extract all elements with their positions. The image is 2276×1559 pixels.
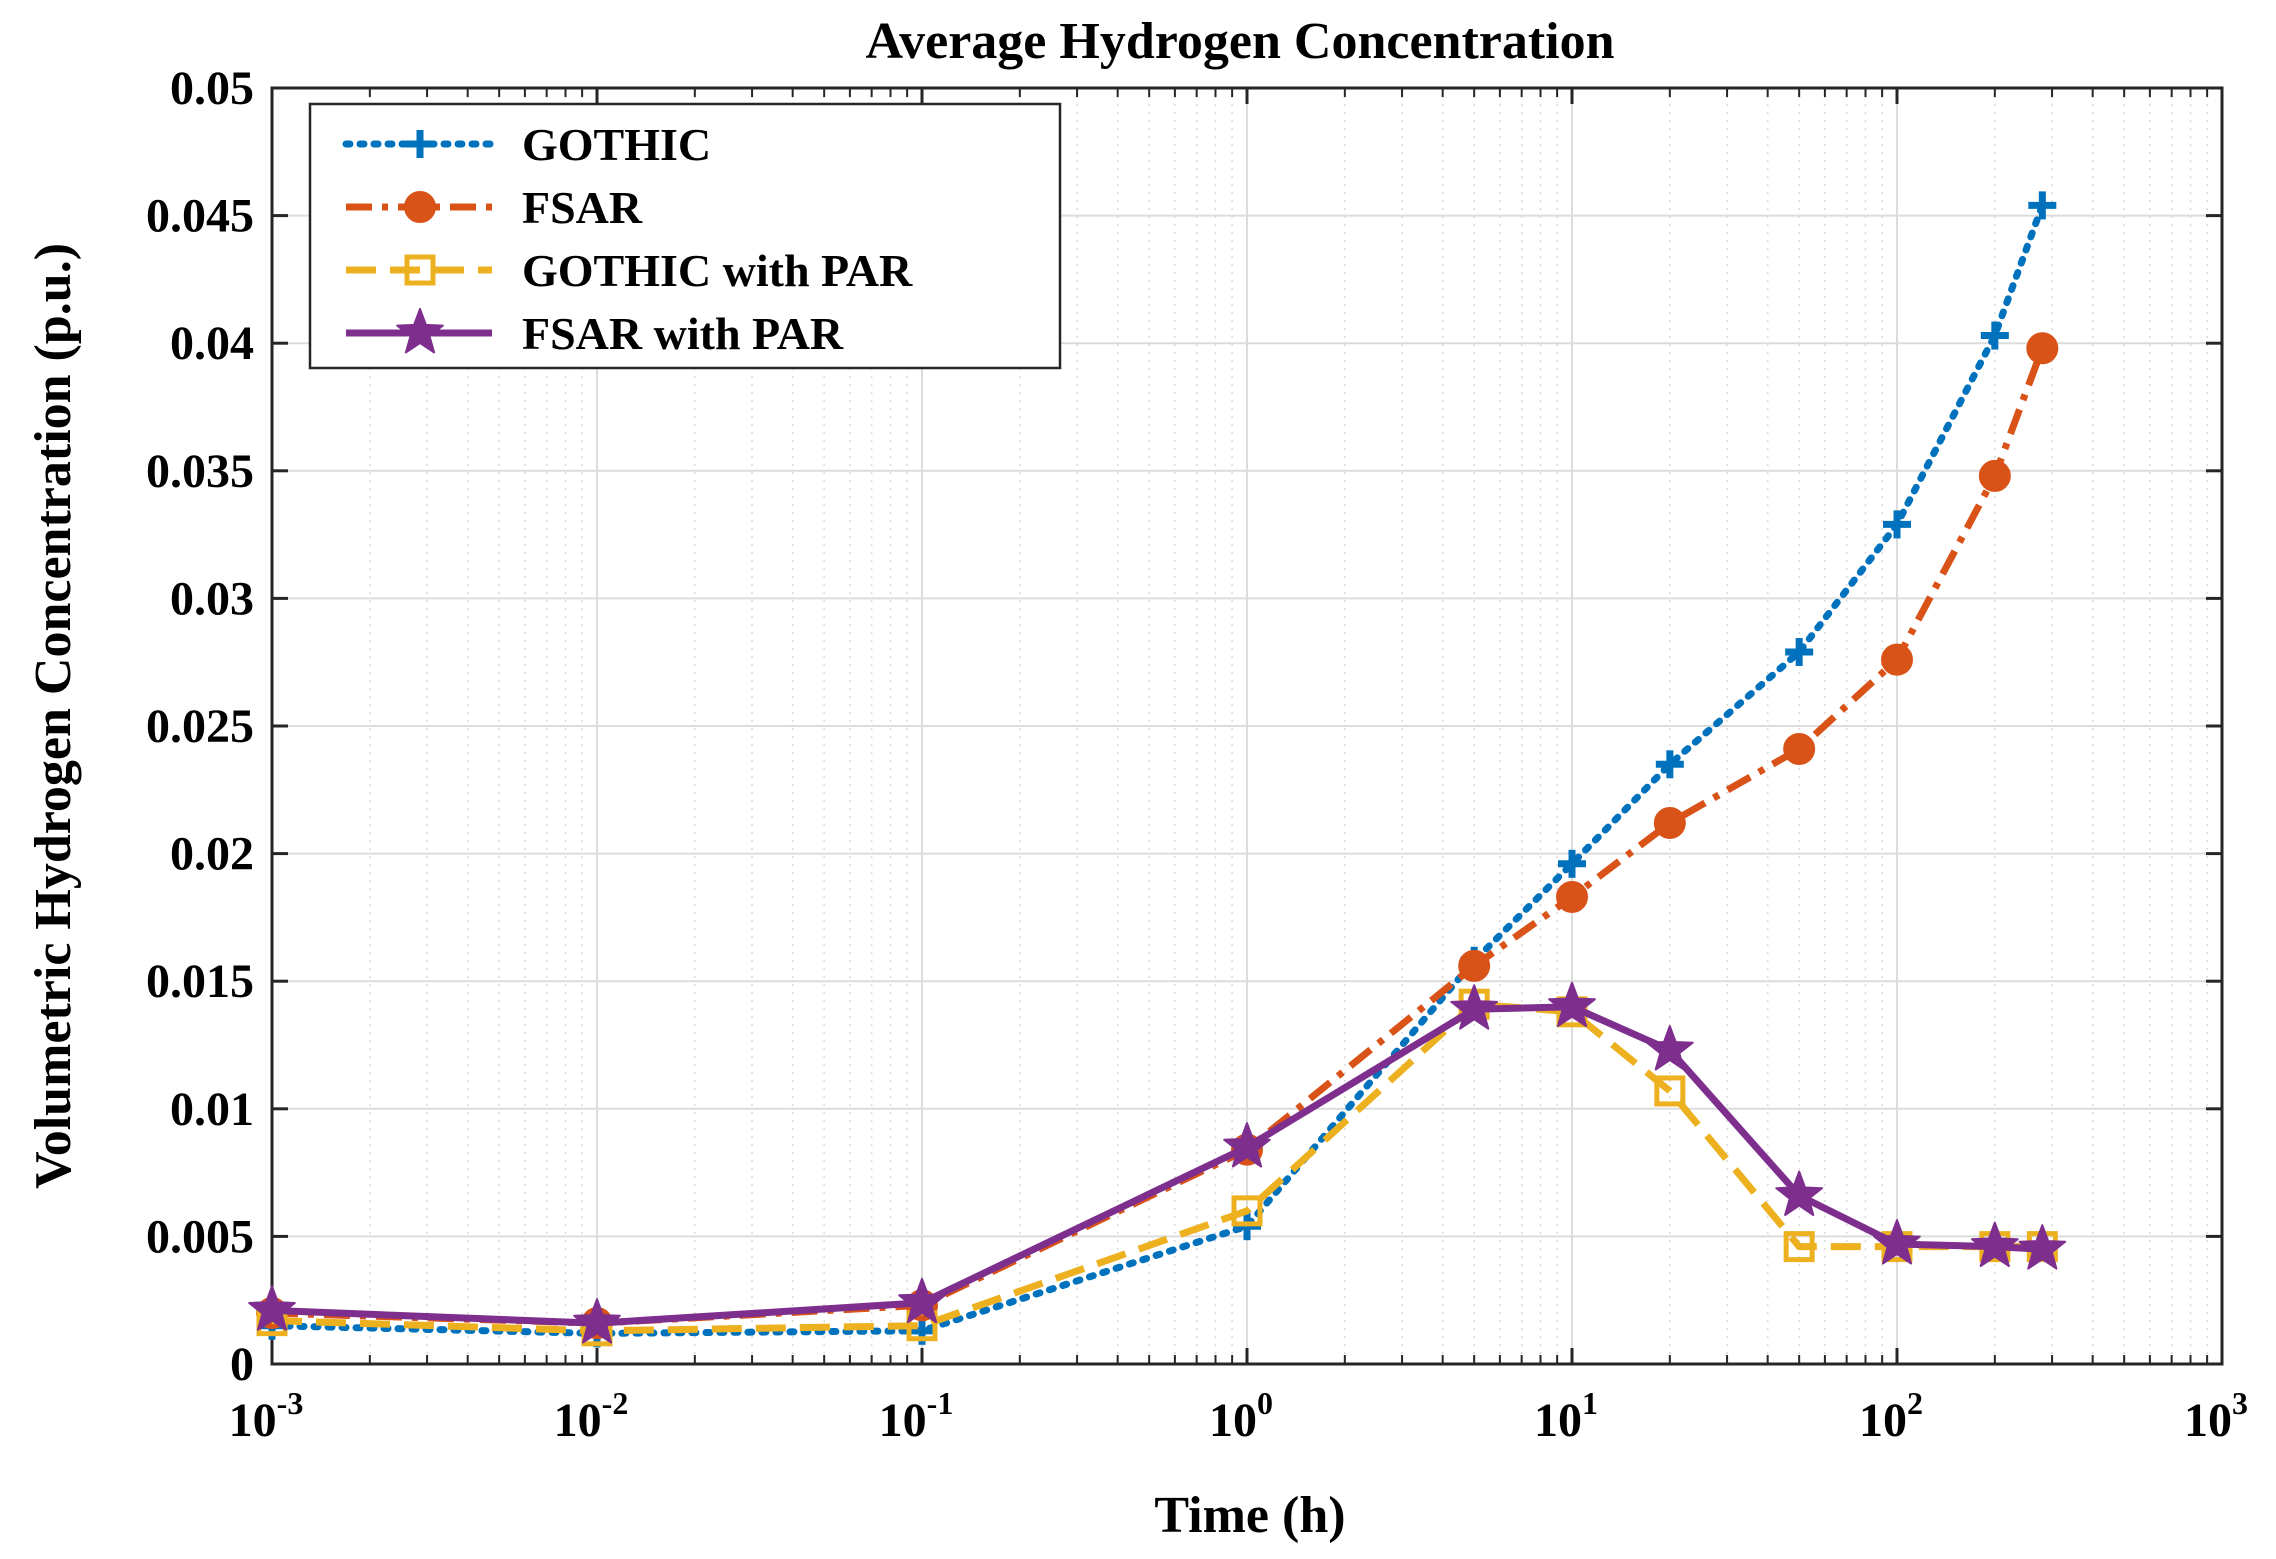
data-point — [1458, 949, 1491, 982]
legend-marker — [404, 191, 436, 223]
legend-marker — [404, 254, 436, 286]
data-point — [2028, 191, 2057, 220]
ticks: 0 0.005 0.01 0.015 0.02 0.025 0.03 0.035 0.04 0.0… — [146, 62, 2248, 1447]
data-point — [1978, 459, 2011, 492]
y-tick-label: 0 — [230, 1338, 254, 1391]
data-point — [1883, 510, 1911, 539]
x-tick-label: 101 — [1534, 1385, 1598, 1447]
x-tick-label: 100 — [1209, 1385, 1273, 1447]
legend-item: GOTHIC with PAR — [346, 245, 913, 296]
y-tick-label: 0.005 — [146, 1210, 254, 1263]
legend-item: GOTHIC — [342, 119, 711, 170]
data-point — [1653, 806, 1686, 839]
legend-marker — [406, 130, 434, 158]
data-point — [1548, 981, 1596, 1028]
data-point — [1971, 1221, 2019, 1267]
legend: GOTHIC FSAR GOTHIC with PAR FSAR with PAR — [308, 102, 1062, 370]
x-tick-label: 10-3 — [229, 1385, 304, 1447]
series-line — [268, 201, 2046, 1337]
legend-label: FSAR — [522, 182, 643, 233]
x-tick-label: 102 — [1859, 1385, 1923, 1447]
legend-marker — [396, 308, 444, 354]
data-point — [1873, 1219, 1921, 1265]
data-point — [573, 1298, 621, 1344]
data-point — [248, 1285, 296, 1331]
legend-label: FSAR with PAR — [522, 308, 844, 359]
series-fsar-with-par — [248, 981, 2067, 1344]
series-group — [248, 191, 2067, 1348]
data-point — [1783, 1231, 1815, 1263]
y-tick-label: 0.02 — [170, 828, 254, 881]
data-point — [1655, 750, 1684, 779]
data-point — [1646, 1025, 1694, 1071]
data-point — [1558, 849, 1586, 878]
y-tick-label: 0.01 — [170, 1083, 254, 1136]
legend-label: GOTHIC — [522, 119, 711, 170]
data-point — [1881, 643, 1913, 676]
data-point — [1223, 1122, 1271, 1168]
x-tick-label: 103 — [2184, 1385, 2248, 1447]
legend-item: FSAR with PAR — [346, 308, 844, 359]
y-tick-label: 0.015 — [146, 955, 254, 1008]
y-tick-label: 0.04 — [170, 317, 254, 370]
data-point — [1450, 984, 1498, 1030]
data-point — [1785, 637, 1814, 666]
data-point — [2018, 1224, 2067, 1270]
y-tick-label: 0.025 — [146, 700, 254, 753]
data-point — [1980, 321, 2009, 350]
legend-item: FSAR — [346, 182, 643, 233]
legend-box — [308, 102, 1062, 370]
data-point — [1556, 880, 1588, 913]
y-tick-label: 0.03 — [170, 572, 254, 625]
x-axis-label: Time (h) — [1154, 1487, 1345, 1544]
data-point — [1231, 1195, 1263, 1227]
data-point — [1775, 1170, 1823, 1216]
y-axis-label: Volumetric Hydrogen Concentration (p.u.) — [25, 243, 82, 1189]
legend-label: GOTHIC with PAR — [522, 245, 913, 296]
y-tick-label: 0.045 — [146, 190, 254, 243]
data-point — [898, 1277, 946, 1324]
x-tick-label: 10-1 — [879, 1385, 954, 1447]
y-tick-label: 0.035 — [146, 445, 254, 498]
y-tick-label: 0.05 — [170, 62, 254, 115]
data-point — [1654, 1075, 1686, 1107]
x-tick-label: 10-2 — [554, 1385, 629, 1447]
chart-title: Average Hydrogen Concentration — [865, 13, 1614, 70]
data-point — [1783, 732, 1816, 765]
data-point — [2026, 332, 2059, 365]
